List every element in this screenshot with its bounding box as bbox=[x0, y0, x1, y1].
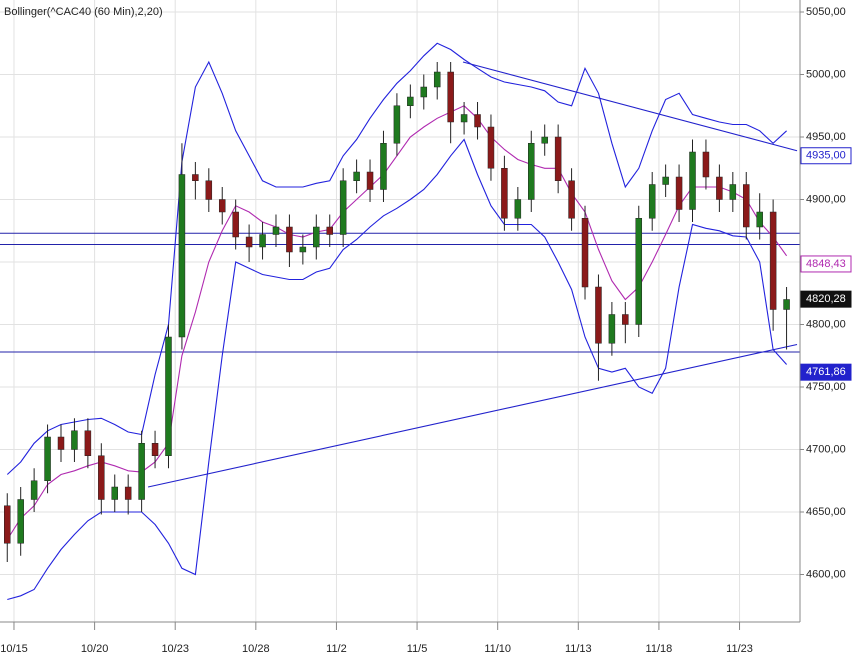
candle-body bbox=[353, 171, 360, 181]
candle-body bbox=[689, 151, 696, 210]
price-label-box bbox=[800, 147, 852, 165]
price-label: 4761,86 bbox=[806, 366, 846, 378]
y-tick-label: 4600,00 bbox=[806, 568, 846, 580]
candle-body bbox=[581, 218, 589, 288]
candle-body bbox=[622, 314, 629, 325]
candle-body bbox=[716, 176, 723, 200]
candle-body bbox=[326, 226, 333, 235]
trendline bbox=[147, 343, 798, 488]
axes: 4600,004650,004700,004750,004800,004850,… bbox=[0, 6, 852, 655]
price-label: 4848,43 bbox=[806, 258, 846, 270]
candle-body bbox=[205, 180, 213, 200]
candle-body bbox=[57, 436, 65, 450]
candle-body bbox=[541, 136, 548, 144]
y-tick-label: 5050,00 bbox=[806, 6, 846, 18]
x-tick-label: 11/10 bbox=[484, 643, 511, 655]
candle-body bbox=[299, 246, 307, 253]
x-tick-label: 11/18 bbox=[646, 643, 673, 655]
candle-body bbox=[460, 114, 468, 123]
candle-body bbox=[218, 199, 226, 213]
y-tick-label: 4900,00 bbox=[806, 193, 846, 205]
price-label: 4935,00 bbox=[806, 150, 846, 162]
candle-body bbox=[783, 299, 790, 310]
candle-body bbox=[313, 226, 320, 248]
price-label: 4820,28 bbox=[806, 293, 846, 305]
candle-body bbox=[635, 218, 643, 325]
x-tick-label: 10/28 bbox=[242, 643, 270, 655]
y-tick-label: 4700,00 bbox=[806, 443, 846, 455]
candle-body bbox=[487, 126, 495, 169]
y-tick-label: 5000,00 bbox=[806, 68, 846, 80]
candle-body bbox=[366, 171, 374, 190]
candle-body bbox=[17, 499, 24, 544]
candle-body bbox=[232, 211, 239, 238]
candle-body bbox=[433, 71, 441, 88]
candle-body bbox=[514, 199, 522, 219]
candle-body bbox=[675, 176, 683, 210]
candle-body bbox=[259, 234, 266, 248]
candle-body bbox=[756, 211, 763, 228]
candle-body bbox=[474, 114, 481, 128]
candle-body bbox=[447, 71, 454, 123]
x-tick-label: 10/15 bbox=[0, 643, 28, 655]
candle-body bbox=[662, 176, 669, 185]
candle-body bbox=[393, 105, 401, 144]
candle-body bbox=[608, 314, 616, 344]
bollinger-band bbox=[6, 42, 787, 475]
candle-body bbox=[272, 226, 280, 235]
candle-body bbox=[165, 336, 172, 456]
x-tick-label: 11/13 bbox=[565, 643, 592, 655]
grid bbox=[0, 0, 800, 622]
bollinger-band bbox=[7, 138, 788, 601]
candle-body bbox=[380, 143, 387, 190]
candle-body bbox=[98, 455, 105, 500]
candle-body bbox=[769, 211, 777, 310]
price-label-box bbox=[800, 290, 852, 308]
price-label-box bbox=[800, 255, 852, 273]
candle-body bbox=[151, 443, 159, 456]
candle-body bbox=[501, 168, 508, 219]
candle-body bbox=[111, 486, 118, 500]
candle-body bbox=[124, 486, 132, 500]
trendline bbox=[462, 61, 798, 152]
y-tick-label: 4800,00 bbox=[806, 318, 846, 330]
candle-body bbox=[407, 96, 414, 106]
price-label-box bbox=[800, 363, 852, 381]
candle-body bbox=[648, 184, 656, 219]
candle-body bbox=[44, 436, 51, 481]
candle-body bbox=[554, 136, 562, 181]
candle-body bbox=[595, 286, 602, 344]
candle-body bbox=[420, 86, 428, 98]
candle-body bbox=[138, 443, 145, 500]
candle-body bbox=[178, 174, 186, 338]
candle-body bbox=[30, 480, 38, 500]
candle-body bbox=[743, 184, 750, 228]
candle-body bbox=[339, 180, 347, 235]
chart-title: Bollinger(^CAC40 (60 Min),2,20) bbox=[4, 6, 163, 18]
x-tick-label: 11/2 bbox=[326, 643, 347, 655]
candle-body bbox=[245, 236, 253, 248]
plot bbox=[0, 42, 800, 601]
candle-body bbox=[4, 505, 11, 544]
candle-body bbox=[84, 430, 92, 456]
candle-body bbox=[729, 184, 737, 200]
candle-body bbox=[71, 430, 78, 450]
y-tick-label: 4650,00 bbox=[806, 506, 846, 518]
candle-body bbox=[528, 143, 535, 200]
candle-body bbox=[702, 151, 710, 178]
candle-body bbox=[286, 226, 293, 253]
x-tick-label: 10/20 bbox=[81, 643, 109, 655]
candle-body bbox=[192, 174, 199, 181]
y-tick-label: 4950,00 bbox=[806, 131, 846, 143]
x-tick-label: 11/23 bbox=[726, 643, 753, 655]
bollinger-band bbox=[6, 105, 788, 540]
x-tick-label: 10/23 bbox=[161, 643, 189, 655]
y-tick-label: 4750,00 bbox=[806, 381, 846, 393]
x-tick-label: 11/5 bbox=[407, 643, 428, 655]
candle-body bbox=[568, 180, 575, 219]
